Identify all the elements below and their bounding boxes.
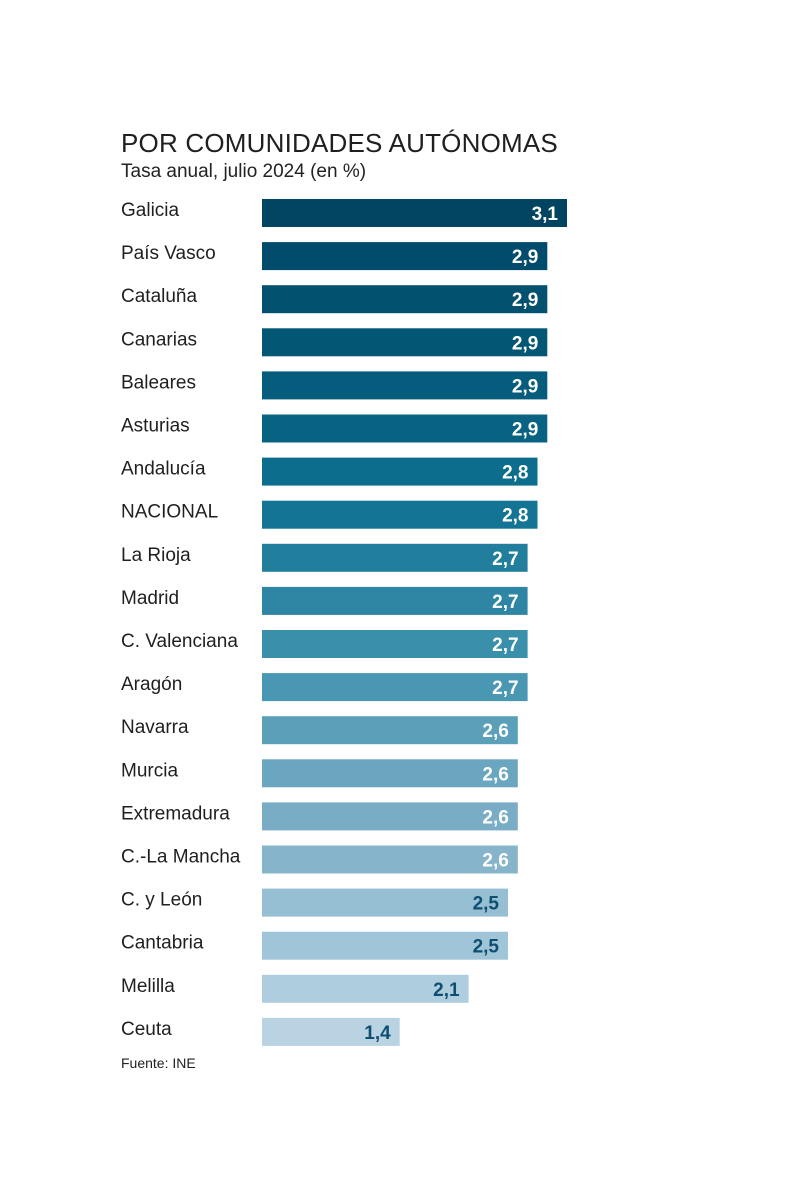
category-label: Galicia [121, 200, 180, 221]
category-label: Aragón [121, 674, 182, 695]
bar-row-canarias: Canarias 2,9 [121, 328, 548, 357]
bar [262, 759, 518, 788]
category-label: Cataluña [121, 286, 197, 307]
category-label: Murcia [121, 760, 178, 781]
bar [262, 199, 567, 227]
category-label: Baleares [121, 372, 196, 393]
value-label: 2,9 [512, 420, 538, 441]
bar [262, 500, 538, 529]
bar-row-ceuta: Ceuta 1,4 [121, 1017, 400, 1046]
category-label: C.-La Mancha [121, 847, 241, 868]
value-label: 2,9 [512, 333, 538, 354]
bar [262, 845, 518, 874]
bar [262, 673, 528, 702]
bar-row-cataluna: Cataluña 2,9 [121, 285, 548, 314]
bar-row-murcia: Murcia 2,6 [121, 759, 518, 788]
value-label: 2,8 [502, 463, 528, 484]
bar-row-navarra: Navarra 2,6 [121, 716, 518, 745]
bar-row-andalucia: Andalucía 2,8 [121, 457, 538, 486]
category-label: Extremadura [121, 803, 230, 824]
bar-row-c-y-leon: C. y León 2,5 [121, 888, 508, 917]
bar [262, 630, 528, 658]
value-label: 2,9 [512, 290, 538, 311]
category-label: Ceuta [121, 1019, 172, 1040]
bar-row-c-valenciana: C. Valenciana 2,7 [121, 630, 528, 658]
value-label: 2,9 [512, 376, 538, 397]
chart-subtitle: Tasa anual, julio 2024 (en %) [121, 161, 367, 182]
bar-row-c-la-mancha: C.-La Mancha 2,6 [121, 845, 518, 874]
bar [262, 802, 518, 831]
bar-row-cantabria: Cantabria 2,5 [121, 931, 508, 960]
value-label: 2,5 [473, 937, 500, 958]
bar-row-nacional: NACIONAL 2,8 [121, 500, 538, 529]
category-label: Madrid [121, 588, 179, 609]
bar [262, 242, 548, 271]
bar-row-melilla: Melilla 2,1 [121, 974, 469, 1003]
value-label: 2,6 [482, 721, 508, 742]
category-label: Canarias [121, 329, 197, 350]
category-label: Cantabria [121, 933, 204, 954]
bar [262, 1017, 400, 1046]
category-label: Melilla [121, 976, 175, 997]
bar [262, 457, 538, 486]
bar [262, 328, 548, 357]
value-label: 2,7 [492, 635, 518, 656]
bar-row-baleares: Baleares 2,9 [121, 371, 548, 400]
bar [262, 371, 548, 400]
bar [262, 974, 469, 1003]
bar-row-madrid: Madrid 2,7 [121, 586, 528, 615]
bar [262, 931, 508, 960]
value-label: 2,6 [482, 807, 508, 828]
bar-row-asturias: Asturias 2,9 [121, 414, 548, 443]
bar [262, 285, 548, 314]
chart-source: Fuente: INE [121, 1055, 196, 1071]
bar-row-aragon: Aragón 2,7 [121, 673, 528, 702]
category-label: C. y León [121, 890, 202, 911]
bar-row-la-rioja: La Rioja 2,7 [121, 543, 528, 572]
category-label: Asturias [121, 416, 190, 437]
bar-row-galicia: Galicia 3,1 [121, 199, 567, 227]
value-label: 2,1 [433, 980, 460, 1001]
chart-title: POR COMUNIDADES AUTÓNOMAS [121, 128, 558, 158]
bar [262, 888, 508, 917]
value-label: 2,7 [492, 592, 518, 613]
value-label: 2,7 [492, 549, 518, 570]
bar [262, 414, 548, 443]
bar-row-pais-vasco: País Vasco 2,9 [121, 242, 548, 271]
value-label: 2,6 [482, 851, 508, 872]
category-label: C. Valenciana [121, 631, 238, 652]
value-label: 2,9 [512, 247, 538, 268]
category-label: País Vasco [121, 243, 216, 264]
value-label: 2,7 [492, 678, 518, 699]
category-label: Andalucía [121, 459, 206, 480]
bar [262, 716, 518, 745]
value-label: 2,6 [482, 764, 508, 785]
value-label: 2,5 [473, 894, 500, 915]
value-label: 3,1 [532, 204, 559, 225]
bar-row-extremadura: Extremadura 2,6 [121, 802, 518, 831]
category-label: La Rioja [121, 545, 191, 566]
bar [262, 586, 528, 615]
category-label: Navarra [121, 717, 189, 738]
category-label: NACIONAL [121, 502, 218, 523]
value-label: 1,4 [364, 1023, 391, 1044]
value-label: 2,8 [502, 506, 528, 527]
bar [262, 543, 528, 572]
